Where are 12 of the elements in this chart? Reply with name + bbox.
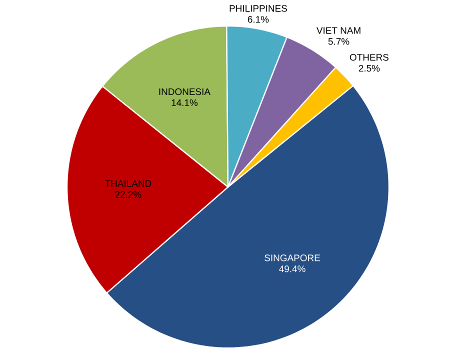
slice-label: VIET NAM [316,27,360,34]
slice-label: PHILIPPINES [230,5,287,12]
data-label: 22.2% [115,191,142,198]
slice-label: THAILAND [105,180,152,187]
data-label: 5.7% [328,38,350,45]
data-label: 6.1% [248,16,269,23]
data-label: 49.4% [279,266,306,272]
slice-label: OTHERS [350,54,388,61]
slice-label: SINGAPORE [264,254,320,262]
slice-label: INDONESIA [159,88,210,96]
data-label: 14.1% [172,99,198,106]
data-label: 2.5% [358,64,380,72]
